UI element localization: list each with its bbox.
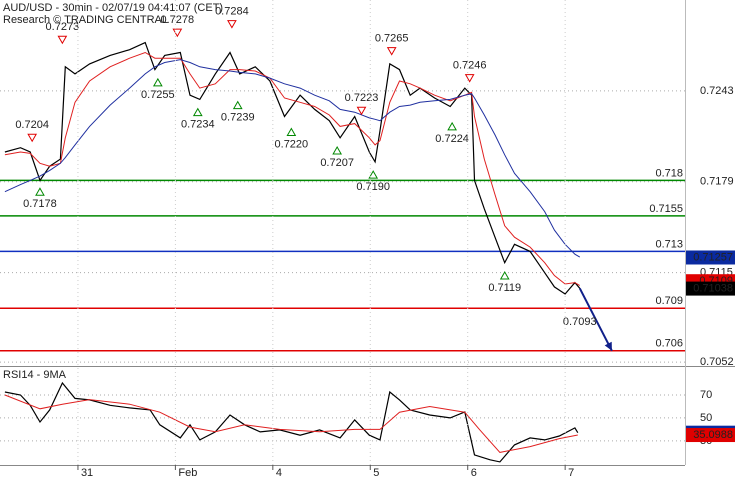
rsi-title: RSI14 - 9MA: [3, 369, 67, 381]
x-tick-label: 31: [81, 467, 93, 479]
level-label: 0.713: [655, 238, 683, 250]
y-tick-label: 70: [700, 389, 712, 401]
peak-label: 0.7223: [345, 92, 379, 104]
y-tick-label: 0.7052: [700, 356, 734, 368]
forecast-arrow: [578, 287, 613, 352]
trough-label: 0.7178: [23, 198, 57, 210]
trough-marker: [447, 121, 457, 131]
series-line: [4, 59, 581, 258]
price-box: [686, 281, 735, 296]
peak-marker: [464, 74, 475, 83]
x-tick-label: 6: [471, 467, 477, 479]
trough-label: 0.7119: [488, 282, 521, 294]
trough-marker: [192, 107, 203, 117]
peak-label: 0.7284: [215, 6, 249, 18]
peak-marker: [356, 106, 367, 116]
series-line: [4, 51, 581, 286]
peak-marker: [57, 35, 68, 45]
trough-marker: [368, 170, 379, 179]
chart-subtitle: Research © TRADING CENTRAL: [3, 14, 168, 26]
peak-marker: [227, 20, 237, 29]
price-box-label: 35.0988: [693, 429, 733, 441]
trough-label: 0.7190: [356, 181, 390, 193]
x-tick-label: 5: [373, 467, 379, 479]
peak-label: 0.7265: [375, 33, 409, 45]
trough-marker: [499, 270, 510, 280]
level-label: 0.7155: [649, 203, 683, 215]
trough-marker: [286, 127, 297, 137]
peak-marker: [386, 47, 397, 56]
x-tick-label: 4: [276, 467, 282, 479]
y-tick-label: 0.7243: [700, 85, 734, 97]
trough-label: 0.7207: [320, 157, 354, 169]
price-box-label: 0.71257: [693, 251, 733, 263]
y-tick-label: 50: [700, 412, 712, 424]
chart-title: AUD/USD - 30min - 02/07/19 04:41:07 (CET…: [3, 2, 223, 14]
price-box-label: 0.71038: [693, 282, 733, 294]
trough-label: 0.7255: [141, 89, 175, 101]
trough-marker: [35, 187, 45, 196]
level-label: 0.718: [655, 167, 683, 179]
trough-marker: [332, 146, 343, 155]
trough-label: 0.7224: [435, 133, 469, 145]
y-tick-label: 0.7179: [700, 176, 734, 188]
price-box: [686, 250, 735, 265]
trough-marker: [152, 77, 163, 87]
target-label: 0.7093: [563, 316, 597, 328]
level-label: 0.706: [655, 338, 683, 350]
trough-marker: [232, 100, 243, 110]
peak-label: 0.7278: [161, 14, 195, 26]
trough-label: 0.7220: [275, 138, 309, 150]
peak-marker: [27, 133, 38, 143]
level-label: 0.709: [655, 295, 683, 307]
series-line: [4, 41, 581, 295]
peak-label: 0.7204: [15, 119, 49, 131]
peak-label: 0.7246: [453, 60, 487, 72]
series-line: [4, 394, 578, 453]
trough-label: 0.7239: [221, 111, 255, 123]
x-tick-label: 7: [568, 467, 574, 479]
x-tick-label: Feb: [178, 467, 197, 479]
price-box: [686, 428, 735, 443]
peak-label: 0.7273: [46, 21, 80, 33]
trough-label: 0.7234: [181, 119, 215, 131]
series-line: [4, 381, 579, 463]
forecast-arrow-head: [604, 341, 612, 351]
